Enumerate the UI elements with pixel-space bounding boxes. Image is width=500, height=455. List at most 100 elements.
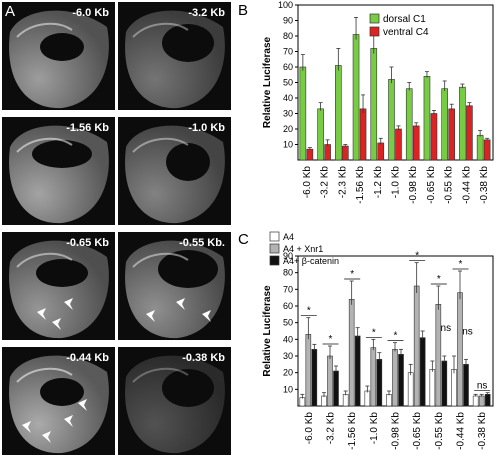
micrograph: -3.2 Kb xyxy=(118,2,231,110)
significance-marker: * xyxy=(329,334,333,345)
bar xyxy=(377,142,385,161)
legend-swatch xyxy=(269,231,280,242)
bar xyxy=(299,66,307,161)
x-tick-label: -0.44 Kb xyxy=(461,166,472,204)
bar xyxy=(478,395,485,407)
bar xyxy=(335,65,342,161)
y-tick-label: 60 xyxy=(283,301,293,311)
bar xyxy=(407,372,414,407)
x-tick-label: -0.44 Kb xyxy=(456,412,467,450)
legend-label: A4 xyxy=(283,232,294,242)
micrograph-label: -0.65 Kb xyxy=(66,237,109,249)
significance-marker: ns xyxy=(441,323,452,334)
x-tick-label: -0.65 Kb xyxy=(426,166,437,204)
y-tick-label: 90 xyxy=(283,16,293,26)
y-tick-label: 50 xyxy=(283,78,293,88)
y-tick-label: 30 xyxy=(283,109,293,119)
bar xyxy=(342,394,349,407)
bar xyxy=(429,369,436,407)
y-tick-label: 100 xyxy=(278,0,293,10)
x-tick-label: -3.2 Kb xyxy=(326,412,337,445)
bar xyxy=(364,390,371,407)
bar xyxy=(472,395,479,407)
bar xyxy=(359,108,367,161)
bar xyxy=(306,148,314,161)
significance-marker: ns xyxy=(477,381,488,392)
bar xyxy=(370,347,377,407)
bar xyxy=(405,88,413,161)
y-tick-label: 80 xyxy=(283,268,293,278)
legend-swatch xyxy=(369,26,380,37)
y-tick-label: 40 xyxy=(283,93,293,103)
y-tick-label: 70 xyxy=(283,47,293,57)
bar xyxy=(376,359,383,407)
significance-marker: * xyxy=(437,274,441,285)
x-tick-label: -0.55 Kb xyxy=(444,166,455,204)
significance-marker: * xyxy=(459,259,463,270)
significance-marker: * xyxy=(350,269,354,280)
x-tick-label: -1.56 Kb xyxy=(347,412,358,450)
bar xyxy=(311,349,318,407)
legend-swatch xyxy=(369,13,380,24)
x-tick-label: -2.3 Kb xyxy=(337,166,348,199)
x-tick-label: -0.98 Kb xyxy=(408,166,419,204)
x-tick-label: -6.0 Kb xyxy=(302,166,313,199)
bar xyxy=(451,369,457,407)
significance-marker: * xyxy=(415,251,419,262)
bar xyxy=(305,334,312,407)
significance-marker: * xyxy=(372,327,376,338)
x-tick-label: -3.2 Kb xyxy=(320,166,331,199)
bar xyxy=(430,113,438,161)
chart-c: 10 20 30 40 50 60 70 80 90 Relative Luciferase -6.… xyxy=(262,231,494,450)
bar xyxy=(370,48,378,161)
y-tick-label: 70 xyxy=(283,284,293,294)
x-tick-label: -0.65 Kb xyxy=(412,412,423,450)
x-tick-label: -1.2 Kb xyxy=(373,166,384,199)
x-tick-label: -0.55 Kb xyxy=(434,412,445,450)
bar xyxy=(324,144,331,161)
micrograph-label: -0.55 Kb. xyxy=(179,237,225,249)
y-tick-label: 50 xyxy=(283,318,293,328)
bar xyxy=(419,337,426,407)
y-tick-label: 20 xyxy=(283,368,293,378)
micrograph-label: -1.56 Kb xyxy=(66,122,109,134)
bar xyxy=(412,125,420,161)
x-tick-label: -1.56 Kb xyxy=(355,166,366,204)
legend-label: A4 + Xnr1 xyxy=(283,244,323,254)
bar xyxy=(484,394,491,407)
chart-b: 10 20 30 40 50 60 70 80 90 100 Relative Luciferase… xyxy=(262,0,494,204)
bar xyxy=(299,397,306,407)
y-tick-label: 30 xyxy=(283,351,293,361)
bar xyxy=(354,335,361,407)
micrograph: -0.65 Kb xyxy=(2,232,115,340)
bar xyxy=(441,360,448,407)
micrograph: -6.0 Kb xyxy=(2,2,115,110)
legend-swatch xyxy=(269,243,280,254)
y-tick-label: 80 xyxy=(283,31,293,41)
bar xyxy=(423,76,431,161)
significance-marker: ns xyxy=(462,326,473,337)
bar xyxy=(476,134,484,161)
bar xyxy=(348,299,355,407)
bar xyxy=(483,139,491,161)
panel-label-a: A xyxy=(5,3,16,20)
x-tick-label: -0.98 Kb xyxy=(391,412,402,450)
bar xyxy=(457,292,463,407)
bar xyxy=(333,370,339,407)
y-axis-label: Relative Luciferase xyxy=(262,36,273,128)
legend-swatch xyxy=(269,255,280,266)
x-tick-label: -6.0 Kb xyxy=(304,412,315,445)
bar xyxy=(392,349,398,407)
x-tick-label: -0.38 Kb xyxy=(479,166,490,204)
significance-marker: * xyxy=(394,331,398,342)
micrograph: -0.44 Kb xyxy=(2,347,115,455)
bar xyxy=(398,354,404,407)
bar xyxy=(352,34,360,161)
bar xyxy=(459,86,466,161)
micrograph: -1.56 Kb xyxy=(2,117,115,225)
legend-label: dorsal C1 xyxy=(383,14,426,25)
bar xyxy=(395,128,402,161)
legend-label: A4+ β-catenin xyxy=(283,256,339,266)
bar xyxy=(463,364,469,407)
bar xyxy=(413,285,420,407)
